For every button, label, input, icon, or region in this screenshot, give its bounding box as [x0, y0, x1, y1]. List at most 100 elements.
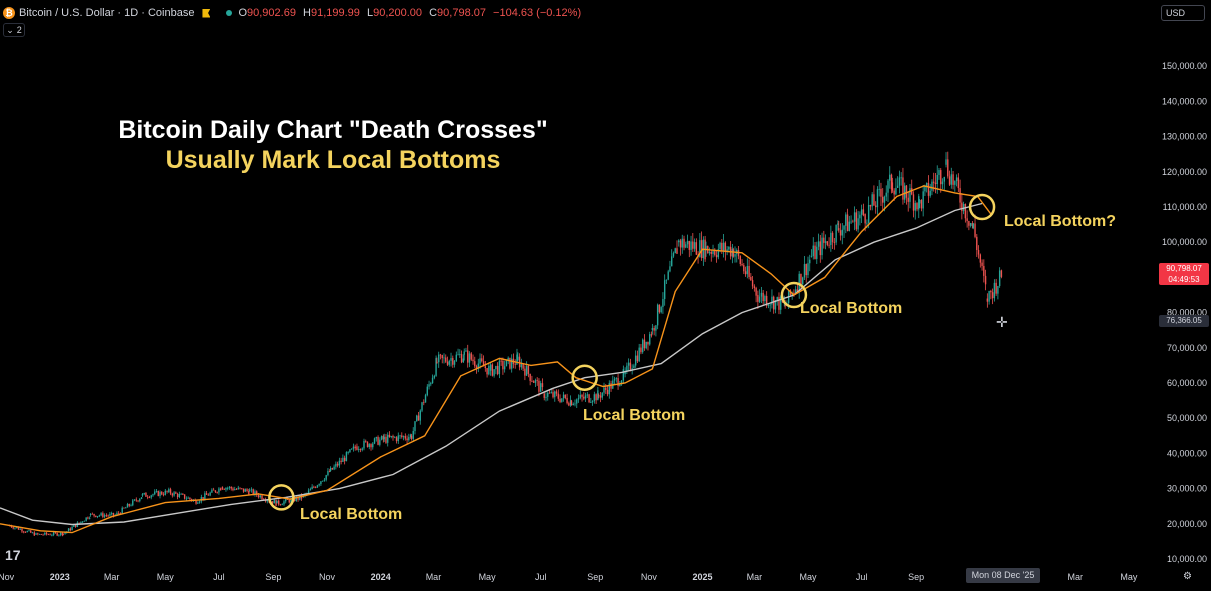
candle-body	[794, 289, 797, 294]
candle-body	[918, 196, 920, 210]
candle-body	[321, 480, 324, 482]
candle-body	[356, 446, 358, 450]
candle-body	[952, 174, 954, 185]
symbol-title[interactable]: Bitcoin / U.S. Dollar · 1D · Coinbase	[19, 7, 195, 19]
candle-body	[812, 245, 814, 257]
candle-body	[936, 174, 938, 185]
x-tick-label: May	[1120, 572, 1138, 582]
candle-body	[380, 436, 383, 440]
candle-body	[755, 287, 757, 296]
candle-body	[1000, 270, 1003, 277]
candle-body	[460, 354, 463, 363]
candle-body	[123, 507, 125, 509]
y-tick-label: 110,000.00	[1163, 202, 1207, 212]
candle-body	[647, 341, 649, 345]
candle-body	[455, 354, 458, 361]
candle-body	[237, 487, 239, 490]
candle-body	[660, 307, 662, 313]
candle-body	[88, 517, 91, 519]
candle-body	[426, 386, 428, 396]
candle-body	[419, 410, 421, 421]
candle-body	[30, 530, 32, 533]
candle-body	[439, 354, 442, 356]
candle-body	[839, 230, 842, 236]
tradingview-logo[interactable]: 17	[5, 547, 21, 563]
candle-body	[140, 497, 143, 499]
candle-body	[244, 489, 246, 492]
candle-body	[126, 503, 129, 508]
candle-body	[17, 527, 20, 530]
candle-body	[887, 180, 889, 193]
candle-body	[568, 403, 570, 406]
candle-body	[49, 534, 51, 536]
candle-body	[773, 296, 775, 310]
x-tick-label: Sep	[587, 572, 603, 582]
candle-body	[316, 485, 319, 488]
candle-body	[517, 356, 519, 361]
currency-selector[interactable]: USD	[1161, 5, 1205, 21]
gear-icon[interactable]: ⚙	[1183, 571, 1192, 582]
candle-body	[278, 500, 280, 505]
candle-body	[859, 214, 861, 219]
y-tick-label: 120,000.00	[1162, 167, 1207, 177]
candle-body	[219, 488, 222, 491]
time-axis[interactable]: Nov 2023 Mar May Jul Sep Nov 2024 Mar May Jul Sep No…	[0, 572, 1138, 582]
high-label: H	[303, 7, 311, 19]
candle-body	[882, 196, 884, 203]
candle-body	[320, 481, 322, 485]
candle-body	[488, 365, 490, 375]
y-tick-label: 20,000.00	[1167, 519, 1207, 529]
price-axis[interactable]: 10,000.00 20,000.00 30,000.00 40,000.00 50,0…	[1162, 61, 1207, 564]
candle-body	[699, 240, 701, 257]
candle-body	[581, 395, 583, 397]
candle-body	[119, 513, 122, 514]
candle-body	[981, 262, 983, 266]
candle-body	[117, 512, 120, 514]
candle-body	[433, 375, 436, 378]
candle-body	[329, 471, 331, 472]
candle-body	[918, 199, 921, 204]
candle-body	[950, 174, 952, 185]
candle-body	[486, 368, 488, 375]
candle-body	[87, 517, 89, 519]
candle-body	[805, 264, 807, 276]
candle-body	[216, 492, 218, 493]
collapse-indicators-button[interactable]: ⌄ 2	[3, 23, 25, 37]
candle-body	[467, 350, 469, 363]
candle-body	[532, 381, 535, 383]
candle-body	[197, 502, 199, 504]
candle-body	[554, 391, 556, 398]
candle-body	[534, 380, 537, 383]
candle-body	[148, 497, 151, 498]
candle-body	[938, 170, 940, 175]
candle-body	[95, 515, 97, 518]
flag-icon[interactable]	[202, 8, 211, 18]
candle-body	[971, 223, 974, 227]
candle-body	[746, 265, 749, 275]
candle-body	[681, 238, 683, 248]
candle-body	[516, 354, 518, 365]
symbol-header: ₿ Bitcoin / U.S. Dollar · 1D · Coinbase …	[0, 4, 581, 22]
candle-body	[395, 437, 398, 442]
currency-label: USD	[1166, 8, 1186, 18]
candle-body	[56, 533, 58, 536]
candle-body	[819, 241, 821, 256]
candle-body	[679, 240, 682, 248]
candle-body	[941, 181, 944, 185]
death-cross-circle	[780, 281, 808, 309]
candle-body	[248, 490, 250, 495]
candle-body	[830, 232, 832, 246]
open-label: O	[238, 7, 248, 19]
candle-body	[929, 190, 931, 196]
candle-body	[366, 441, 369, 448]
candle-body	[363, 440, 365, 449]
candle-body	[983, 265, 985, 276]
candle-body	[885, 192, 887, 197]
candle-body	[608, 383, 610, 395]
candle-body	[751, 280, 754, 287]
candle-body	[655, 325, 657, 331]
high-value: 91,199.99	[310, 7, 360, 19]
candle-body	[404, 436, 407, 439]
candle-body	[848, 221, 851, 232]
